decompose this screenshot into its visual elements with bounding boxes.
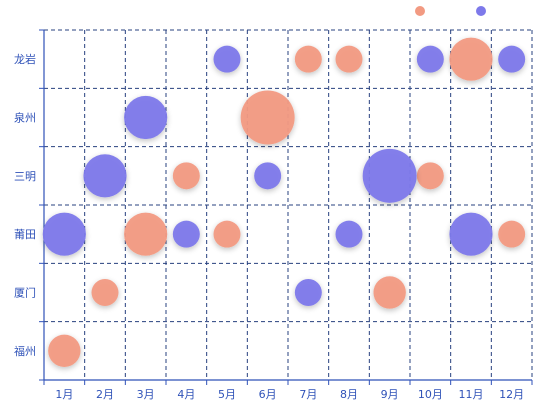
bubble-series-1[interactable] <box>335 45 363 73</box>
bubble-series-2[interactable] <box>416 45 444 73</box>
bubble-series-1[interactable] <box>48 334 81 368</box>
legend-marker-1[interactable] <box>415 6 425 16</box>
bubble-series-1[interactable] <box>498 220 526 248</box>
bubble-series-1[interactable] <box>373 276 406 309</box>
y-tick-label: 莆田 <box>14 228 36 241</box>
y-tick-label: 福州 <box>14 344 36 358</box>
x-tick-label: 5月 <box>218 388 236 401</box>
bubble-series-2[interactable] <box>83 154 127 198</box>
y-tick-label: 龙岩 <box>14 52 36 66</box>
bubble-series-2[interactable] <box>124 95 168 140</box>
bubble-series-2[interactable] <box>172 220 200 248</box>
bubble-series-2[interactable] <box>213 45 241 73</box>
bubbles <box>42 37 526 368</box>
bubble-series-1[interactable] <box>172 162 200 190</box>
bubble-series-1[interactable] <box>294 45 322 73</box>
x-tick-label: 6月 <box>259 388 277 401</box>
bubble-series-2[interactable] <box>42 212 86 256</box>
bubble-series-2[interactable] <box>498 45 526 73</box>
x-tick-label: 11月 <box>459 388 484 401</box>
bubble-series-2[interactable] <box>294 279 322 306</box>
bubble-series-1[interactable] <box>240 90 295 145</box>
bubble-series-2[interactable] <box>254 162 282 190</box>
bubble-series-1[interactable] <box>449 37 493 81</box>
x-tick-label: 9月 <box>381 388 399 401</box>
legend[interactable] <box>415 6 486 16</box>
x-axis-labels: 1月 2月 3月 4月 5月 6月 7月 8月 9月 10月 11月 12月 <box>55 388 524 401</box>
y-axis-labels: 福州 厦门 莆田 三明 泉州 龙岩 <box>14 52 36 358</box>
x-tick-label: 4月 <box>177 388 195 401</box>
legend-marker-2[interactable] <box>476 6 486 16</box>
bubble-series-2[interactable] <box>335 220 363 248</box>
y-tick-label: 三明 <box>14 170 36 183</box>
bubble-series-1[interactable] <box>416 162 444 190</box>
y-tick-label: 泉州 <box>14 111 36 125</box>
bubble-series-1[interactable] <box>124 212 168 256</box>
x-tick-label: 3月 <box>137 388 155 401</box>
bubble-series-1[interactable] <box>213 220 241 248</box>
bubble-series-1[interactable] <box>91 279 119 306</box>
x-tick-label: 2月 <box>96 388 114 401</box>
bubble-series-2[interactable] <box>449 212 493 256</box>
x-tick-label: 1月 <box>55 388 73 401</box>
axes <box>39 29 533 385</box>
bubble-series-2[interactable] <box>362 148 417 203</box>
grid <box>44 29 533 380</box>
x-tick-label: 8月 <box>340 388 358 401</box>
x-tick-label: 12月 <box>499 388 524 401</box>
y-tick-label: 厦门 <box>14 286 36 300</box>
x-tick-label: 10月 <box>418 388 443 401</box>
x-tick-label: 7月 <box>299 388 317 401</box>
